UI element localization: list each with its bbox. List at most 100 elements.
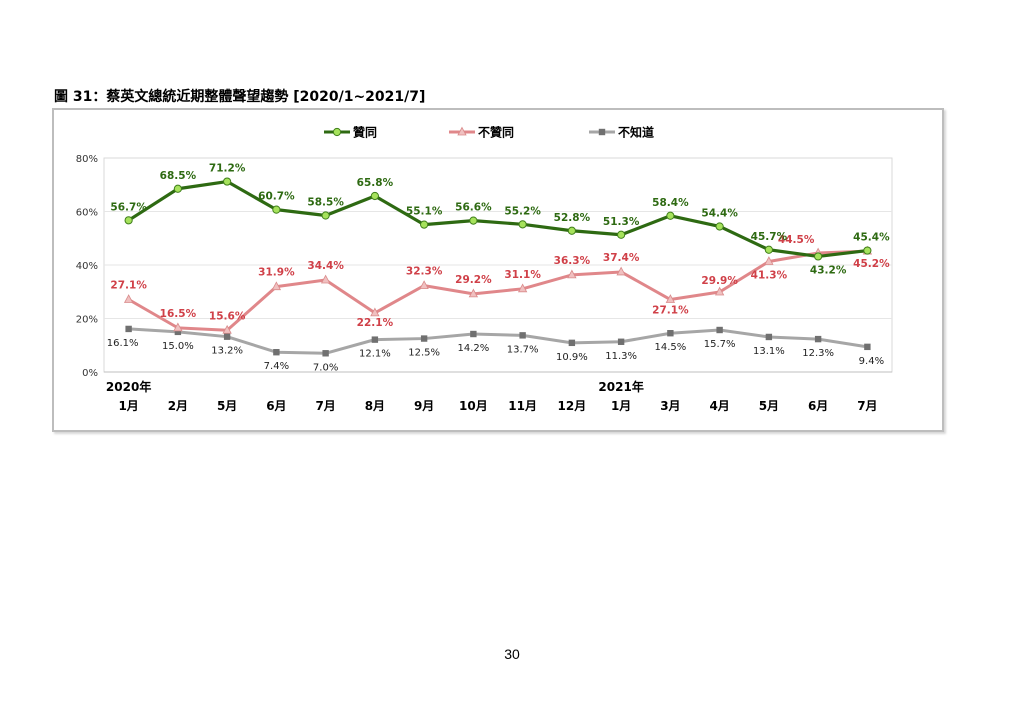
data-point [617,338,625,345]
data-label: 27.1% [110,280,147,292]
data-point [123,294,134,303]
data-point [567,226,576,235]
series-line-不贊同 [127,249,868,332]
data-label: 60.7% [258,191,295,203]
data-point [271,281,282,291]
series-line-贊同 [127,179,868,259]
data-label: 65.8% [357,177,394,189]
data-point [667,330,674,337]
data-label: 13.1% [753,346,785,357]
data-label: 68.5% [160,170,197,182]
data-point [469,216,478,225]
data-label: 14.5% [654,342,686,353]
data-label: 31.9% [258,267,295,279]
data-label: 52.8% [554,212,591,224]
data-label: 29.2% [455,274,492,286]
data-label: 56.7% [110,201,147,213]
data-label: 45.4% [853,232,890,244]
data-point [864,343,871,351]
y-tick-label: 40% [76,261,98,272]
data-label: 14.2% [457,343,489,354]
data-label: 51.3% [603,216,640,228]
legend-marker [332,127,342,137]
data-point [173,184,182,193]
x-tick-month-label: 4月 [709,399,729,413]
data-label: 34.4% [307,260,344,272]
data-point [223,177,232,186]
series-line-不知道 [128,327,868,355]
data-point [714,286,725,296]
data-point [665,294,676,303]
data-point [764,256,774,265]
data-point [468,288,479,298]
x-tick-month-label: 8月 [365,399,385,413]
legend-label: 贊同 [353,125,377,140]
data-label: 58.5% [307,197,344,209]
data-point [617,230,626,239]
data-label: 10.9% [556,352,588,363]
data-label: 56.6% [455,202,492,214]
data-label: 29.9% [701,275,738,287]
data-label: 71.2% [209,163,246,175]
x-tick-month-label: 7月 [315,399,335,413]
data-point [222,324,232,334]
x-tick-month-label: 12月 [558,399,587,413]
data-label: 16.5% [160,308,197,320]
data-label: 15.0% [162,341,194,352]
y-tick-label: 60% [76,208,98,219]
legend-marker [598,128,606,136]
x-tick-month-label: 6月 [266,399,286,413]
data-point [765,333,773,341]
data-label: 55.1% [406,206,443,218]
data-label: 13.7% [507,344,539,355]
data-point [568,339,576,347]
data-label: 37.4% [603,252,640,264]
x-tick-month-label: 1月 [118,399,138,413]
data-label: 13.2% [211,346,243,357]
data-label: 9.4% [859,356,884,367]
line-chart: 0% 20% 40% 60% 80% 2020年 1月 2月 5月 6月 7月 8月 9月 10月 11月 1… [76,125,893,413]
data-label: 16.1% [107,338,139,349]
x-tick-month-label: 5月 [217,399,237,413]
data-label: 11.3% [605,351,637,362]
data-label: 12.5% [408,348,440,359]
data-label: 22.1% [357,317,394,329]
y-tick-label: 80% [76,154,98,165]
x-tick-month-label: 1月 [611,399,631,413]
data-label: 54.4% [701,207,738,219]
x-tick-month-label: 3月 [660,399,680,413]
data-label: 32.3% [406,266,443,278]
data-point [322,350,329,357]
x-tick-month-label: 7月 [857,399,877,413]
data-point [616,266,626,276]
page-number: 30 [504,646,520,662]
data-label: 7.4% [264,361,289,372]
data-point [666,211,675,220]
data-point [371,336,379,343]
data-label: 31.1% [504,269,541,281]
data-point [370,191,379,201]
data-point [173,322,183,332]
data-label: 12.1% [359,349,391,360]
legend-label: 不贊同 [478,125,514,140]
data-point [519,332,526,339]
data-label: 44.5% [778,234,815,246]
data-point [419,280,429,289]
data-point [764,245,773,254]
data-label: 15.6% [209,310,246,322]
data-point [223,333,231,340]
data-point [273,349,280,356]
legend-marker [457,126,467,136]
x-tick-month-label: 5月 [759,399,779,413]
data-point [320,274,331,284]
data-point [517,283,528,293]
y-tick-label: 20% [76,315,98,326]
data-point [863,246,872,255]
figure-title: 圖 31：蔡英文總統近期整體聲望趨勢 [2020/1~2021/7] [54,89,426,105]
data-point [124,216,133,225]
data-label: 41.3% [751,270,788,282]
data-point [321,211,330,220]
data-point [567,269,577,279]
x-tick-month-label: 6月 [808,399,828,413]
data-label: 55.2% [504,205,541,217]
